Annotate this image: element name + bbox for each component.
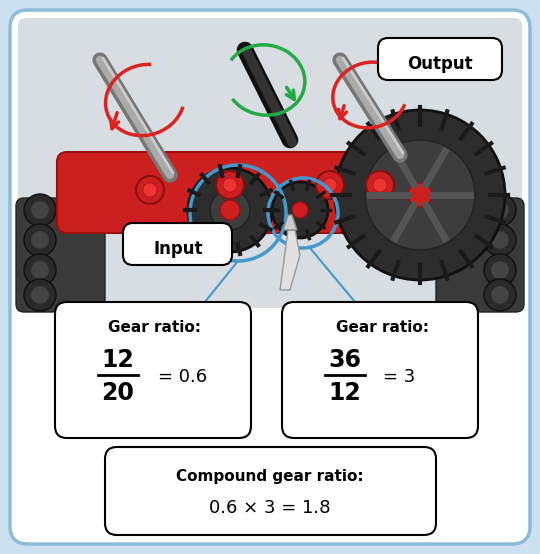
FancyBboxPatch shape <box>123 223 232 265</box>
Circle shape <box>335 110 505 280</box>
Circle shape <box>24 194 56 226</box>
Circle shape <box>210 190 250 230</box>
Circle shape <box>316 171 344 199</box>
Circle shape <box>31 261 49 279</box>
Circle shape <box>323 178 337 192</box>
Text: 12: 12 <box>102 348 134 372</box>
Circle shape <box>365 140 475 250</box>
Circle shape <box>491 261 509 279</box>
Circle shape <box>491 286 509 304</box>
FancyBboxPatch shape <box>16 198 105 312</box>
FancyBboxPatch shape <box>57 152 428 233</box>
Circle shape <box>24 279 56 311</box>
Text: 20: 20 <box>102 381 134 405</box>
Polygon shape <box>280 230 300 290</box>
FancyBboxPatch shape <box>436 198 524 312</box>
Circle shape <box>143 183 157 197</box>
Circle shape <box>24 224 56 256</box>
Circle shape <box>216 171 244 199</box>
Text: 36: 36 <box>328 348 361 372</box>
Circle shape <box>292 202 308 218</box>
Text: 12: 12 <box>329 381 361 405</box>
Circle shape <box>31 286 49 304</box>
Circle shape <box>31 231 49 249</box>
FancyBboxPatch shape <box>55 302 251 438</box>
Text: = 3: = 3 <box>383 368 415 386</box>
FancyBboxPatch shape <box>282 302 478 438</box>
Circle shape <box>366 171 394 199</box>
Text: Compound gear ratio:: Compound gear ratio: <box>176 469 364 484</box>
Circle shape <box>223 178 237 192</box>
Text: Input: Input <box>153 240 202 258</box>
Text: Gear ratio:: Gear ratio: <box>335 321 429 336</box>
Text: Gear ratio:: Gear ratio: <box>109 321 201 336</box>
Circle shape <box>24 254 56 286</box>
Circle shape <box>373 178 387 192</box>
FancyBboxPatch shape <box>378 38 502 80</box>
Circle shape <box>31 201 49 219</box>
Circle shape <box>136 176 164 204</box>
Circle shape <box>188 168 272 252</box>
Polygon shape <box>283 215 297 230</box>
Circle shape <box>491 201 509 219</box>
FancyBboxPatch shape <box>105 447 436 535</box>
Circle shape <box>272 182 328 238</box>
Circle shape <box>484 224 516 256</box>
Circle shape <box>491 231 509 249</box>
Circle shape <box>408 183 432 207</box>
Text: Output: Output <box>407 55 473 73</box>
Text: 0.6 × 3 = 1.8: 0.6 × 3 = 1.8 <box>210 499 330 517</box>
FancyBboxPatch shape <box>18 18 522 308</box>
Circle shape <box>484 194 516 226</box>
Circle shape <box>484 254 516 286</box>
Circle shape <box>220 200 240 220</box>
FancyBboxPatch shape <box>10 10 530 544</box>
Circle shape <box>484 279 516 311</box>
Text: = 0.6: = 0.6 <box>158 368 207 386</box>
